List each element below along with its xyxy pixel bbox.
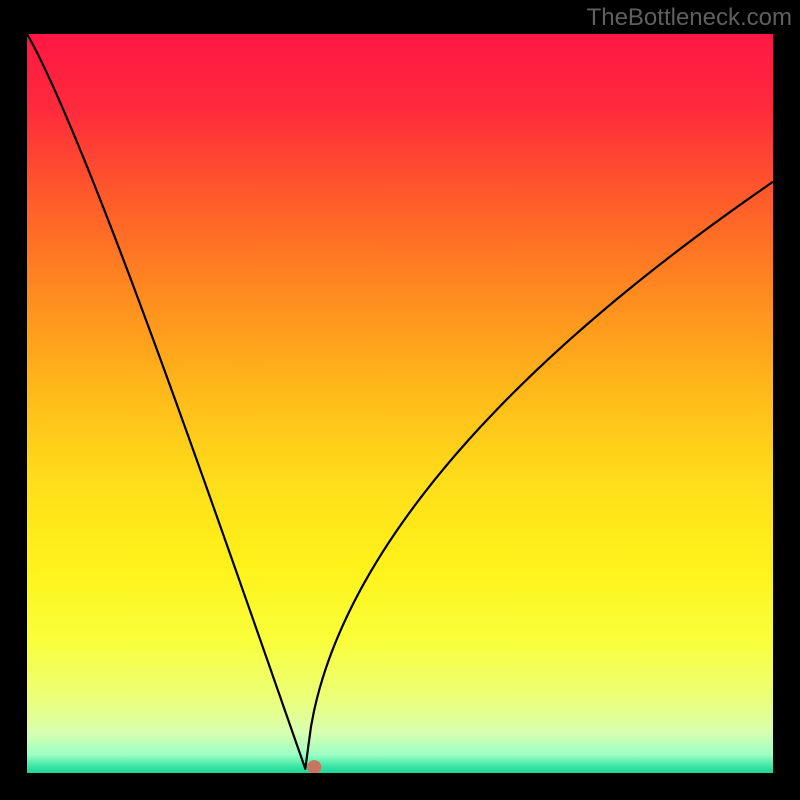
chart-frame: TheBottleneck.com [0, 0, 800, 800]
plot-svg [27, 34, 773, 773]
gradient-background [27, 34, 773, 773]
plot-area [27, 34, 773, 773]
watermark-text: TheBottleneck.com [587, 4, 792, 32]
